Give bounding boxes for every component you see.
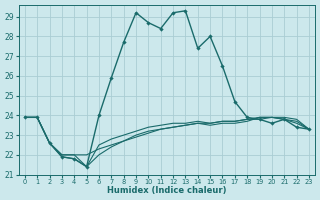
X-axis label: Humidex (Indice chaleur): Humidex (Indice chaleur) [107,186,227,195]
